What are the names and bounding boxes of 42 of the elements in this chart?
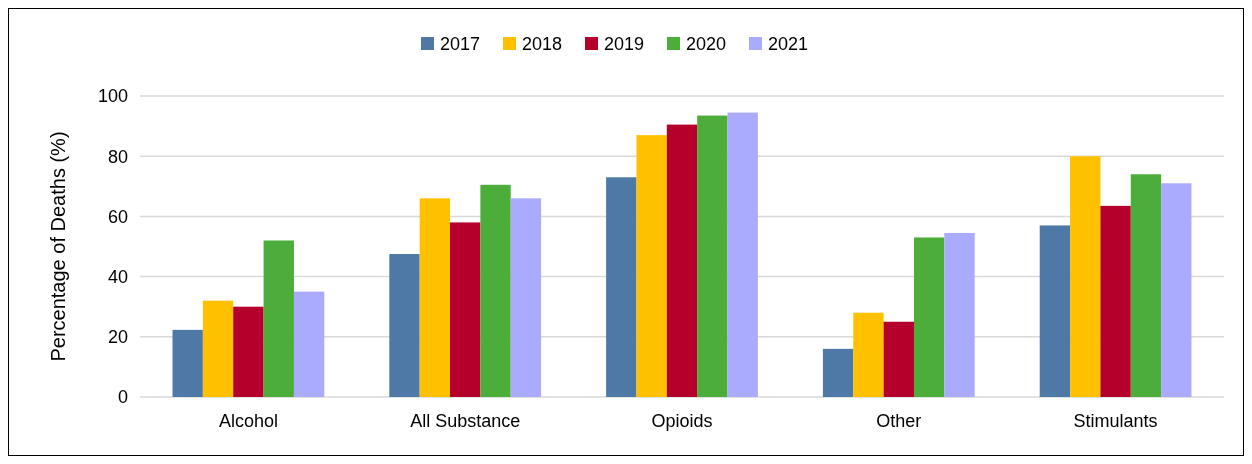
bar (233, 306, 264, 397)
bar (1100, 205, 1131, 397)
legend-label: 2020 (686, 34, 727, 55)
bar (1130, 174, 1162, 397)
x-tick-label: Alcohol (218, 411, 278, 431)
y-tick-label: 80 (107, 146, 128, 167)
bar (172, 329, 203, 397)
bar (419, 198, 451, 397)
y-axis-title: Percentage of Deaths (%) (47, 131, 69, 362)
bar (389, 254, 420, 397)
x-tick-label: Opioids (651, 411, 713, 431)
bar (450, 222, 481, 397)
bar (727, 112, 758, 397)
bar (202, 300, 234, 397)
legend-label: 2017 (440, 34, 481, 55)
bar (1039, 225, 1071, 397)
y-tick-label: 100 (97, 86, 128, 107)
y-tick-label: 20 (107, 327, 128, 348)
y-tick-label: 60 (107, 206, 128, 227)
bar (666, 124, 698, 397)
legend-label: 2021 (768, 34, 809, 55)
x-tick-label: Other (876, 411, 922, 431)
bar (480, 184, 511, 397)
y-tick-label: 0 (117, 387, 128, 408)
bar (263, 240, 294, 397)
legend-label: 2018 (522, 34, 563, 55)
bar (293, 291, 325, 397)
bar (1161, 183, 1192, 397)
bar (822, 348, 854, 397)
legend-label: 2019 (604, 34, 645, 55)
y-tick-label: 40 (107, 266, 128, 287)
bar (636, 135, 667, 397)
bar (510, 198, 542, 397)
bar (697, 115, 728, 397)
bar (853, 312, 884, 397)
bar (883, 321, 914, 397)
bar (1070, 156, 1101, 397)
x-tick-label: Stimulants (1073, 411, 1158, 431)
bar (913, 237, 945, 397)
bar (606, 177, 637, 397)
x-tick-label: All Substance (410, 411, 521, 431)
bar (944, 232, 975, 397)
